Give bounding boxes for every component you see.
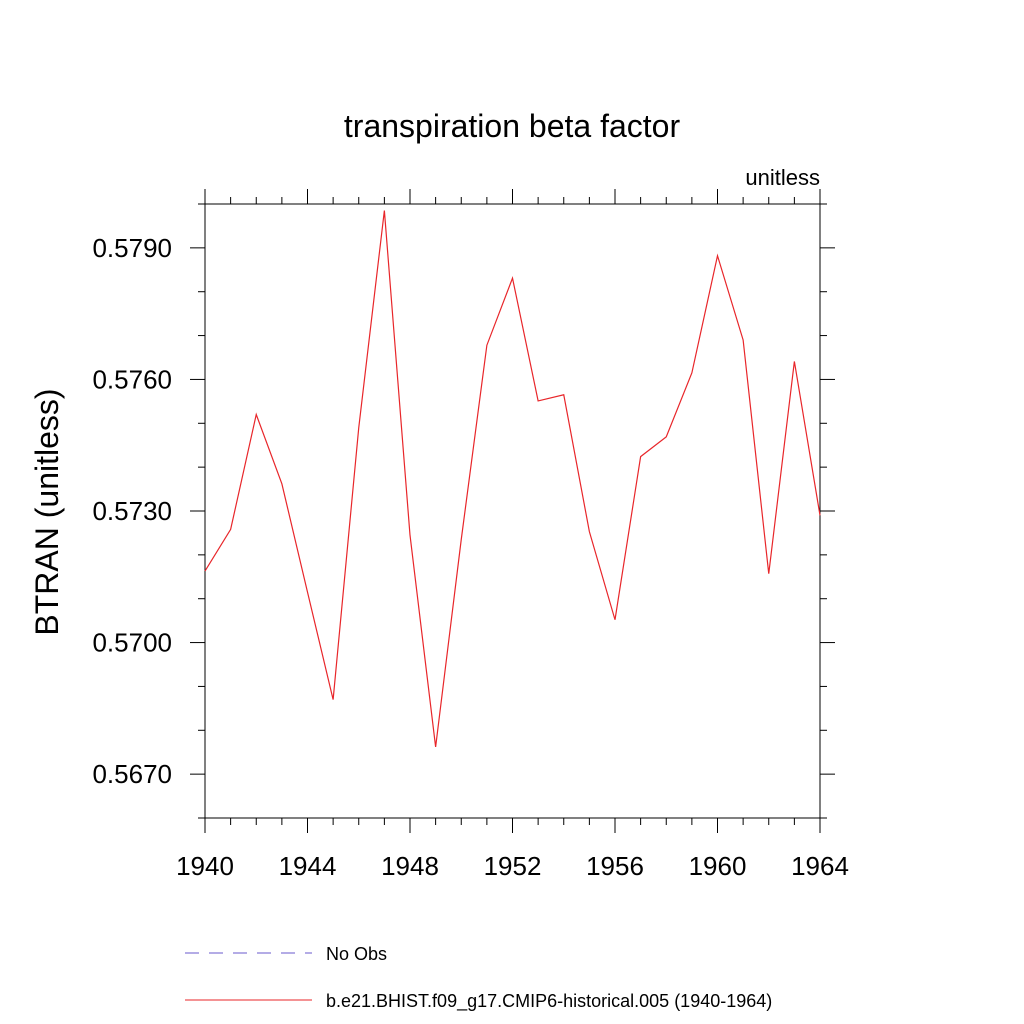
y-axis-label: BTRAN (unitless) [29,388,65,635]
x-tick-label: 1944 [279,851,337,881]
chart-title: transpiration beta factor [344,108,681,144]
axis-ticks [190,189,835,833]
y-tick-label: 0.5790 [92,233,172,263]
x-tick-label: 1948 [381,851,439,881]
x-tick-label: 1960 [689,851,747,881]
x-tick-label: 1964 [791,851,849,881]
units-label: unitless [745,165,820,190]
legend-label: No Obs [326,944,387,964]
y-tick-label: 0.5760 [92,364,172,394]
series-layer [204,210,821,748]
y-tick-label: 0.5730 [92,496,172,526]
series-line-0 [204,210,821,748]
x-tick-label: 1952 [484,851,542,881]
legend-label: b.e21.BHIST.f09_g17.CMIP6-historical.005… [326,991,772,1012]
axis-tick-labels: 1940 1944 1948 1952 1956 1960 1964 0.5670 0.5700… [92,233,848,881]
plot-frame [204,203,821,819]
y-tick-label: 0.5700 [92,628,172,658]
x-tick-label: 1956 [586,851,644,881]
legend: No Obs b.e21.BHIST.f09_g17.CMIP6-historic… [185,944,772,1012]
x-tick-label: 1940 [176,851,234,881]
y-tick-label: 0.5670 [92,759,172,789]
